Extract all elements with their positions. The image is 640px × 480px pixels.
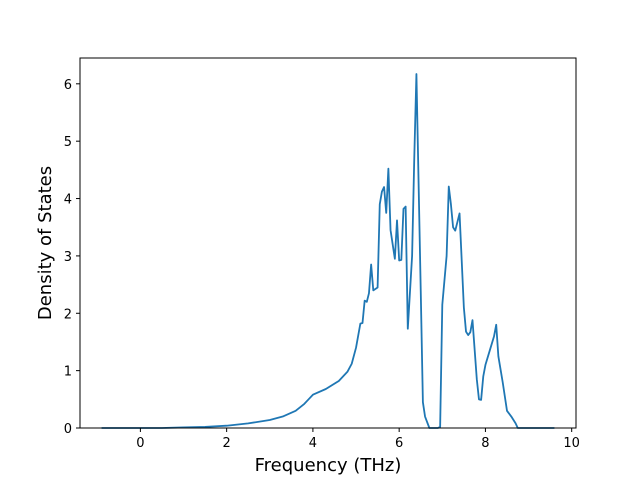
x-tick-label: 10 [563,436,580,451]
y-tick-label: 3 [64,250,72,265]
x-axis: 0 2 4 6 8 10 [136,428,580,451]
x-tick-label: 4 [309,436,317,451]
x-tick-label: 2 [223,436,231,451]
y-axis: 0 1 2 3 4 5 6 [64,78,80,437]
y-tick-label: 1 [64,365,72,380]
y-tick-label: 2 [64,307,72,322]
x-tick-label: 8 [481,436,489,451]
x-axis-label: Frequency (THz) [255,455,402,476]
x-tick-label: 0 [136,436,144,451]
y-tick-label: 5 [64,135,72,150]
y-tick-label: 6 [64,78,72,93]
plot-frame [79,57,577,429]
y-tick-label: 4 [64,193,72,208]
series-line-0 [101,73,555,429]
series-layer [101,73,555,429]
y-tick-label: 0 [64,422,72,437]
y-axis-label: Density of States [35,166,56,320]
x-tick-label: 6 [395,436,403,451]
